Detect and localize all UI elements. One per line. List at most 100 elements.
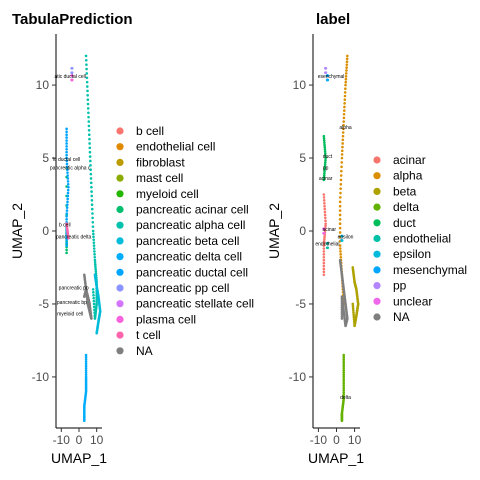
point-label: delta: [340, 395, 351, 401]
data-point: [342, 362, 346, 366]
panel-title: TabulaPrediction: [12, 11, 133, 28]
data-point: [66, 171, 69, 174]
data-point: [351, 304, 355, 308]
data-point: [92, 241, 96, 244]
legend-swatch: [116, 174, 124, 182]
legend-swatch: [116, 300, 124, 308]
data-point: [89, 164, 92, 167]
data-point: [322, 273, 326, 277]
y-ticks: -10 -5 0 5 10: [289, 78, 313, 384]
legend-item: epsilon: [373, 247, 431, 261]
data-point: [65, 142, 68, 145]
legend-item: pancreatic pp cell: [116, 281, 229, 295]
legend-item: pancreatic delta cell: [116, 250, 242, 264]
data-point: [338, 226, 342, 230]
data-point: [90, 203, 94, 207]
legend-item: b cell: [116, 124, 164, 138]
data-point: [352, 311, 355, 315]
data-point: [340, 304, 344, 307]
data-point: [323, 213, 327, 217]
data-point: [340, 239, 344, 242]
legend-swatch: [373, 282, 381, 290]
data-point: [65, 209, 69, 212]
legend-swatch: [116, 315, 124, 323]
data-point: [322, 255, 326, 259]
data-point: [87, 133, 91, 136]
data-point: [322, 231, 326, 235]
data-point: [65, 248, 68, 252]
data-point: [91, 216, 94, 220]
y-tick-label: -10: [289, 370, 307, 384]
data-point: [322, 134, 326, 138]
data-point: [88, 137, 91, 141]
data-point: [93, 261, 97, 264]
data-point: [90, 194, 94, 198]
point-annotations: esenchymalalphaductppacinaracinarepsilon…: [315, 74, 353, 401]
legend-item: myeloid cell: [116, 187, 199, 201]
data-point: [340, 169, 343, 173]
data-point: [84, 373, 88, 377]
data-point: [324, 219, 327, 223]
data-point: [92, 238, 95, 242]
data-point: [344, 75, 348, 78]
legend-swatch: [116, 331, 124, 339]
data-point: [352, 320, 356, 323]
data-point: [340, 308, 344, 312]
point-label: myeloid cell: [57, 312, 83, 318]
data-point: [342, 373, 346, 377]
legend-item: pancreatic alpha cell: [116, 218, 245, 232]
data-point: [322, 139, 326, 142]
data-point: [85, 76, 89, 80]
data-point: [340, 295, 344, 298]
data-point: [93, 263, 97, 266]
data-point: [91, 288, 95, 291]
data-point: [65, 165, 69, 169]
data-point: [93, 317, 97, 320]
data-point: [322, 174, 326, 177]
data-point: [326, 78, 330, 82]
data-point: [342, 384, 346, 387]
y-tick-label: 10: [293, 78, 307, 92]
data-point: [343, 105, 346, 109]
data-point: [322, 261, 326, 265]
data-point: [322, 193, 326, 196]
data-point: [322, 258, 326, 262]
data-point: [322, 250, 326, 253]
legend-item: acinar: [373, 153, 426, 167]
legend-swatch: [116, 237, 124, 245]
data-point: [341, 134, 345, 138]
data-point: [87, 129, 91, 132]
legend-swatch: [116, 205, 124, 214]
data-point: [323, 216, 327, 220]
legend-label: fibroblast: [136, 155, 185, 169]
legend-swatch: [116, 143, 124, 151]
data-point: [90, 190, 93, 193]
y-tick-label: 5: [299, 151, 306, 165]
data-point: [339, 253, 342, 256]
data-point: [342, 393, 346, 396]
data-point: [65, 241, 68, 244]
data-point: [339, 191, 342, 195]
point-label: epsilon: [338, 234, 354, 240]
data-point: [339, 255, 343, 259]
data-point: [322, 176, 326, 180]
data-point: [65, 156, 68, 160]
data-point: [338, 218, 342, 221]
data-point: [324, 154, 327, 158]
data-point: [324, 224, 327, 228]
legend-item: pancreatic ductal cell: [116, 265, 248, 279]
data-point: [341, 142, 344, 145]
scatter-points: [322, 54, 360, 423]
data-point: [65, 136, 68, 139]
data-point: [92, 290, 95, 294]
legend-item: alpha: [373, 169, 423, 183]
x-axis-label: UMAP_1: [51, 450, 107, 466]
data-point: [65, 206, 69, 209]
data-point: [339, 250, 342, 253]
data-point: [93, 253, 96, 256]
data-point: [338, 204, 342, 208]
legend-item: pancreatic acinar cell: [116, 203, 249, 217]
legend-label: mast cell: [136, 171, 183, 185]
data-point: [84, 58, 88, 62]
data-point: [322, 137, 326, 140]
